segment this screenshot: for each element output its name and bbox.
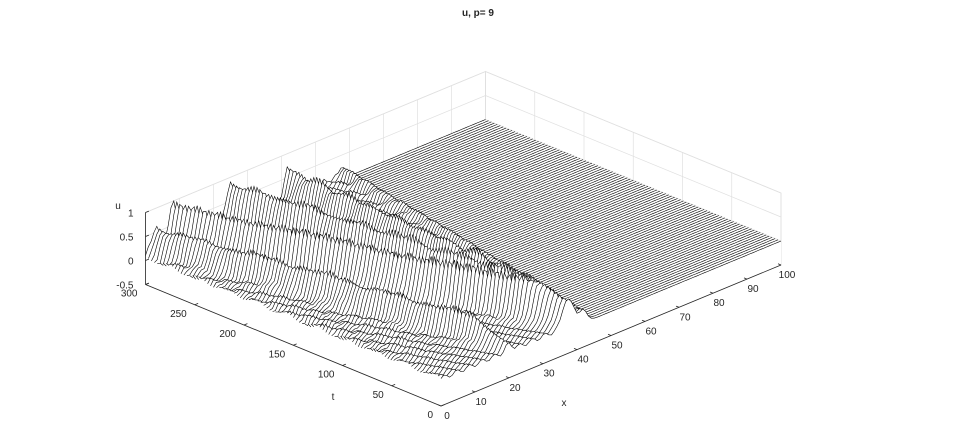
mesh-line: [378, 215, 720, 353]
x-tick-mark: [437, 404, 442, 407]
t-tick-label: 150: [269, 349, 286, 360]
x-tick-label: 20: [509, 383, 521, 394]
x-tick-mark: [573, 348, 578, 350]
t-tick-mark: [342, 363, 347, 366]
x-tick-mark: [471, 390, 476, 393]
mesh-line: [254, 164, 595, 304]
mesh-line: [405, 226, 746, 364]
x-tick-mark: [641, 319, 646, 322]
u-tick-label: -0.5: [116, 281, 134, 292]
x-tick-label: 50: [611, 341, 623, 352]
x-tick-mark: [607, 333, 612, 336]
t-tick-label: 100: [318, 370, 335, 381]
t-tick-mark: [194, 302, 199, 306]
mesh-line: [440, 240, 782, 379]
t-tick-mark: [243, 323, 248, 326]
t-tick-mark: [391, 383, 396, 387]
mesh-line: [426, 234, 767, 374]
mesh-line: [245, 160, 587, 301]
mesh-line: [429, 235, 770, 375]
u-tick-label: 0: [128, 257, 134, 268]
mesh-line: [239, 158, 581, 299]
x-tick-label: 100: [779, 270, 796, 281]
mesh-line: [402, 224, 743, 364]
mesh-line: [411, 228, 752, 367]
u-tick-label: 0.5: [120, 233, 134, 244]
t-tick-label: 200: [219, 329, 236, 340]
t-tick-mark: [440, 404, 445, 407]
u-tick-mark: [145, 258, 150, 261]
mesh-fill-strip: [441, 241, 781, 406]
mesh-surface: [145, 119, 782, 406]
x-tick-label: 0: [444, 411, 450, 422]
u-tick-label: 1: [128, 209, 134, 220]
x-tick-label: 10: [475, 397, 487, 408]
mesh-line: [248, 161, 590, 301]
grid-line-u: [145, 95, 782, 237]
mesh-line: [251, 162, 593, 303]
mesh-line: [390, 220, 731, 361]
x-tick-label: 70: [679, 312, 691, 323]
t-axis-label: t: [332, 392, 335, 403]
x-tick-label: 30: [543, 369, 555, 380]
mesh-line: [431, 237, 773, 376]
mesh-line: [420, 232, 761, 373]
t-tick-label: 300: [121, 289, 138, 300]
grid-line-u: [145, 71, 782, 213]
x-tick-mark: [777, 263, 782, 266]
x-tick-mark: [709, 291, 714, 294]
t-tick-label: 50: [373, 390, 385, 401]
mesh-line: [393, 221, 734, 361]
x-tick-mark: [539, 362, 544, 365]
x-tick-label: 40: [577, 355, 589, 366]
u-axis-label: u: [115, 201, 121, 212]
mesh-line: [387, 218, 728, 359]
t-tick-label: 250: [170, 309, 187, 320]
mesh-line: [396, 222, 737, 361]
mesh-line: [417, 231, 758, 372]
t-tick-mark: [293, 343, 297, 346]
mesh-line: [381, 216, 723, 355]
mesh-line: [423, 233, 764, 373]
x-tick-label: 60: [645, 326, 657, 337]
x-axis-label: x: [562, 398, 567, 409]
mesh-line: [242, 159, 584, 300]
mesh-line: [414, 229, 755, 370]
mesh-line: [408, 227, 749, 365]
t-tick-label: 0: [427, 410, 433, 421]
axis-layer: 0102030405060708090100050100150200250300…: [116, 209, 796, 423]
chart-title: u, p= 9: [462, 8, 494, 19]
x-tick-label: 80: [713, 298, 725, 309]
u-tick-mark: [145, 234, 150, 237]
x-tick-mark: [743, 277, 748, 280]
mesh-line: [399, 223, 740, 363]
mesh-line: [384, 217, 726, 357]
x-tick-label: 90: [747, 284, 759, 295]
u-tick-mark: [145, 210, 150, 213]
x-tick-mark: [675, 305, 680, 308]
u-tick-mark: [145, 282, 150, 285]
x-tick-mark: [505, 376, 510, 379]
